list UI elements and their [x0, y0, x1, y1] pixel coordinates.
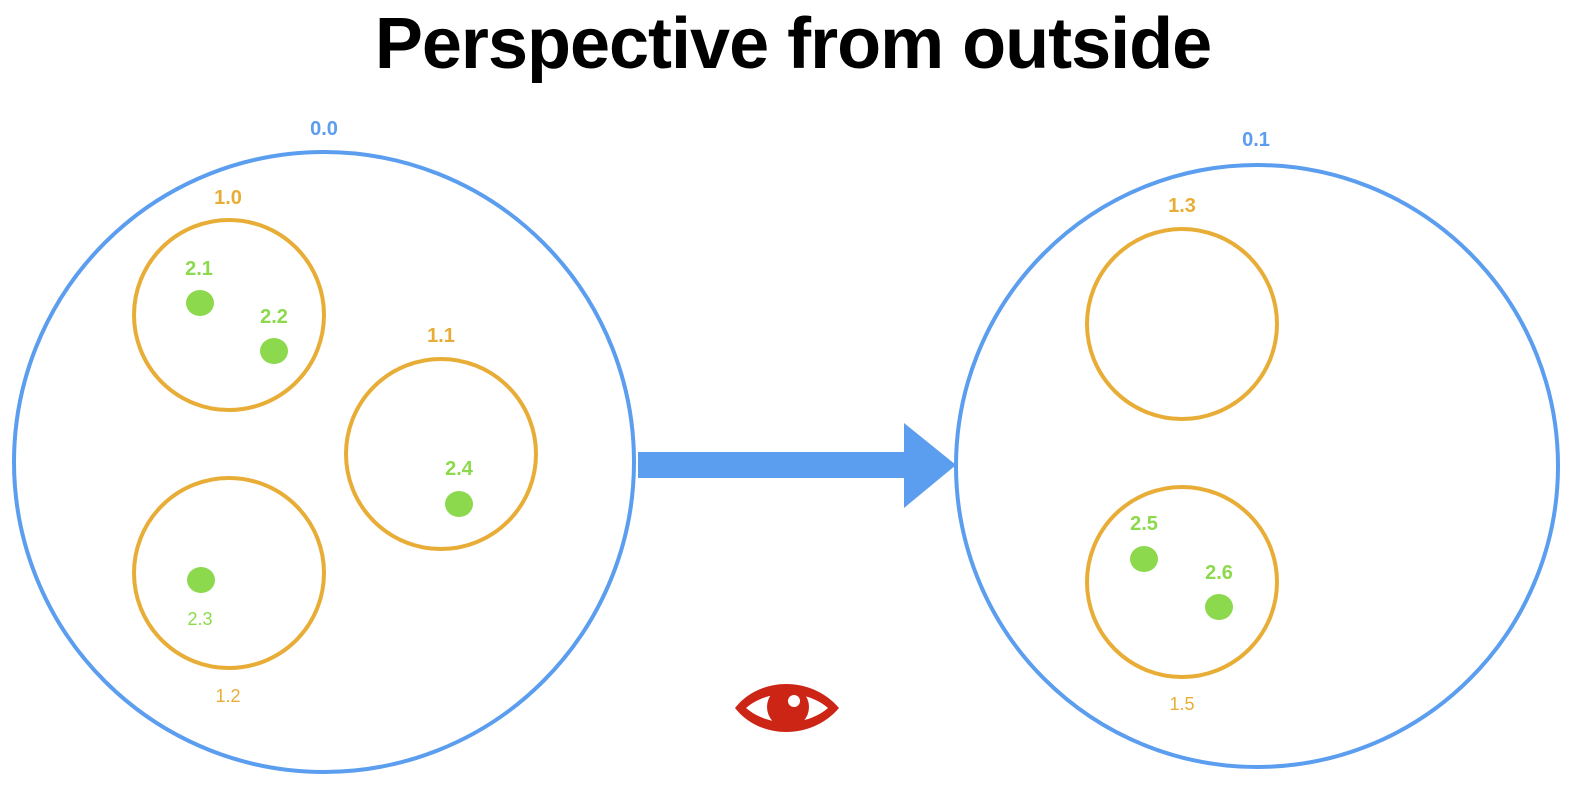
page-title: Perspective from outside — [374, 4, 1212, 84]
level-1-label: 1.0 — [214, 187, 242, 209]
level-0-circle — [12, 150, 636, 774]
level-2-dot — [1205, 594, 1233, 620]
level-2-label: 2.6 — [1205, 562, 1233, 584]
level-0-label: 0.1 — [1242, 129, 1270, 151]
level-2-dot — [187, 567, 215, 593]
right-arrow-icon — [638, 423, 956, 508]
level-0-circle — [954, 163, 1560, 769]
group-1-0: 1.0 2.1 2.2 — [132, 187, 326, 412]
eye-highlight — [788, 695, 800, 707]
group-1-1: 1.1 2.4 — [344, 325, 538, 551]
level-2-dot — [260, 338, 288, 364]
group-1-2: 1.2 2.3 — [132, 476, 326, 706]
level-1-label: 1.5 — [1169, 694, 1194, 714]
level-1-label: 1.2 — [215, 686, 240, 706]
level-2-dot — [186, 290, 214, 316]
level-1-circle — [344, 357, 538, 551]
level-1-label: 1.3 — [1168, 195, 1196, 217]
level-2-dot — [1130, 546, 1158, 572]
level-2-label: 2.3 — [187, 609, 212, 629]
level-1-label: 1.1 — [427, 325, 455, 347]
level-2-label: 2.4 — [445, 458, 474, 480]
level-0-label: 0.0 — [310, 118, 338, 140]
level-2-label: 2.5 — [1130, 513, 1158, 535]
level-2-label: 2.1 — [185, 258, 213, 280]
eye-iris — [767, 686, 809, 728]
arrow-shape — [638, 423, 956, 508]
eye-outline — [735, 684, 839, 732]
level-1-circle — [1085, 227, 1279, 421]
group-1-3: 1.3 — [1085, 195, 1279, 421]
level-2-dot — [445, 491, 473, 517]
circle-group-0-1: 0.1 1.3 1.5 2.5 2.6 — [954, 129, 1560, 769]
eye-icon — [735, 684, 839, 732]
level-2-label: 2.2 — [260, 306, 288, 328]
group-1-5: 1.5 2.5 2.6 — [1085, 485, 1279, 714]
level-1-circle — [132, 218, 326, 412]
circle-group-0-0: 0.0 1.0 2.1 2.2 1.1 2.4 1.2 2.3 — [12, 118, 636, 774]
level-1-circle — [132, 476, 326, 670]
level-1-circle — [1085, 485, 1279, 679]
